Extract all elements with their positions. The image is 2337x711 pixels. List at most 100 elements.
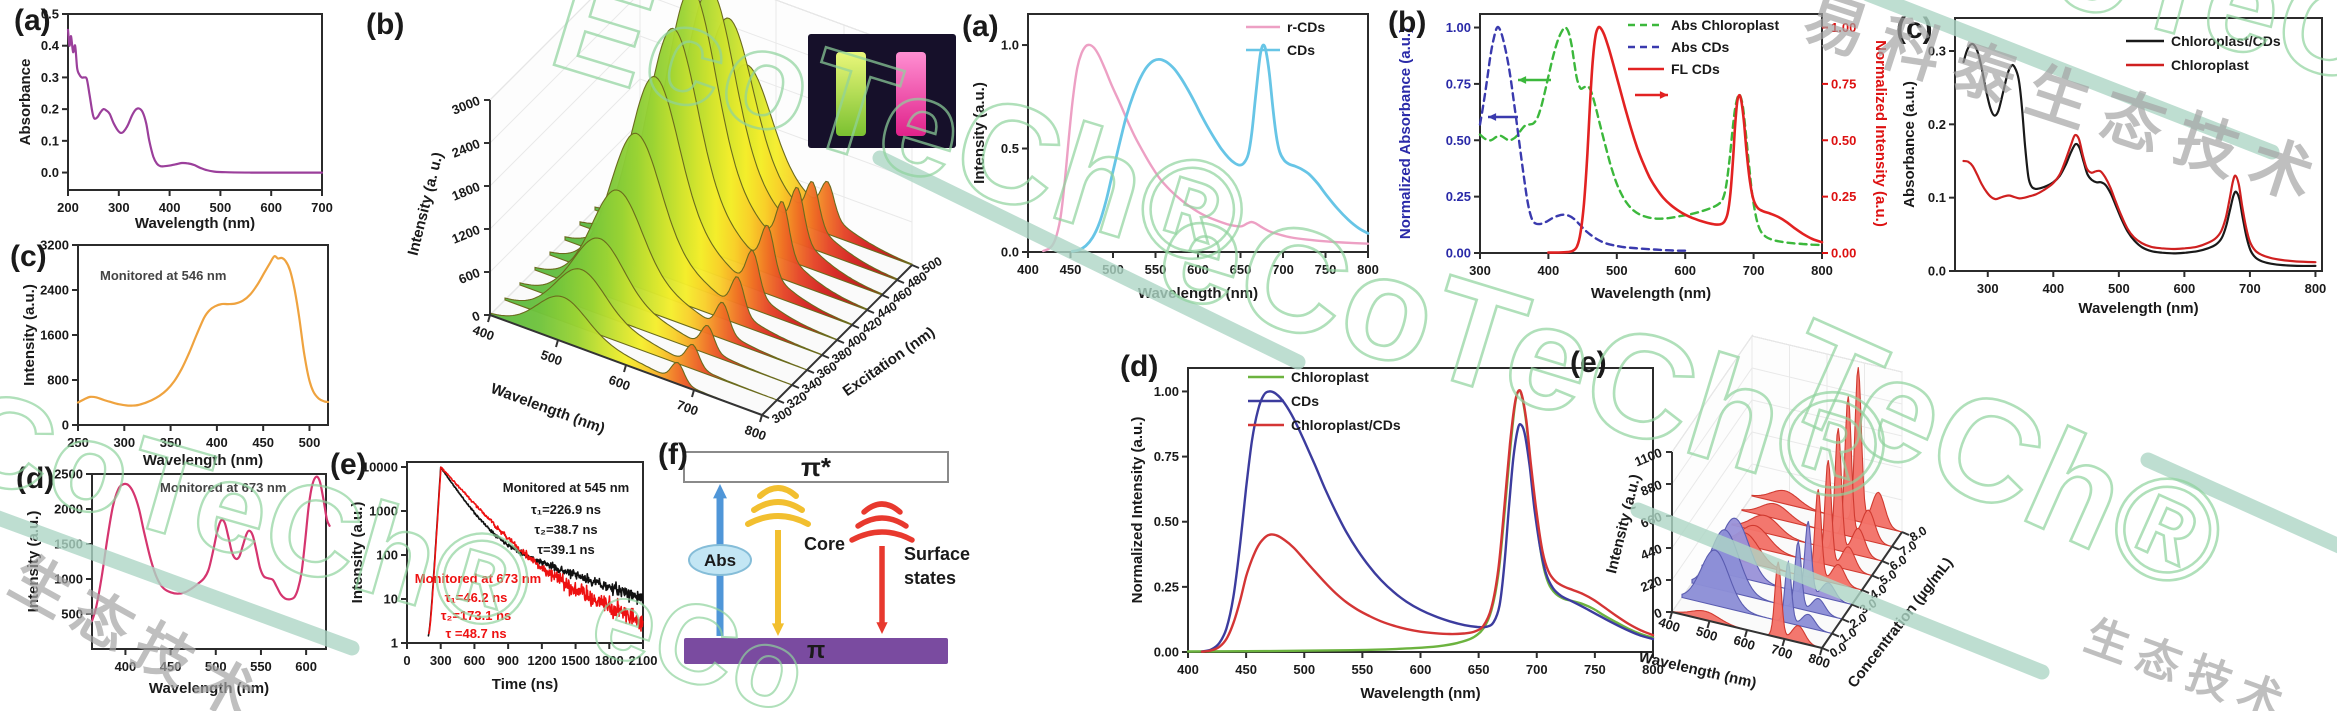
svg-text:660: 660 xyxy=(1638,509,1664,531)
panel-right-d-normalized-fl: 400 450 500 550 600 650 700 750 800 0.00 0.25 0.50 0… xyxy=(1108,330,1675,711)
svg-text:550: 550 xyxy=(1145,262,1167,277)
svg-text:τ=39.1 ns: τ=39.1 ns xyxy=(537,542,594,557)
svg-text:700: 700 xyxy=(1526,662,1548,677)
svg-text:Wavelength (nm): Wavelength (nm) xyxy=(2078,300,2198,317)
svg-text:350: 350 xyxy=(160,435,182,450)
svg-text:600: 600 xyxy=(456,265,482,287)
chart-body-ld: 400 450 500 550 600 500 1000 1500 2000 2500 Wavele… xyxy=(25,467,331,697)
svg-text:Normalized Intensity (a.u.): Normalized Intensity (a.u.) xyxy=(1129,417,1146,604)
svg-text:700: 700 xyxy=(675,397,701,419)
svg-text:400: 400 xyxy=(1657,614,1682,635)
svg-text:Surface: Surface xyxy=(904,544,970,564)
svg-text:600: 600 xyxy=(2174,281,2196,296)
svg-text:100: 100 xyxy=(376,548,398,563)
svg-text:0.0: 0.0 xyxy=(1928,264,1946,279)
plot-frame xyxy=(1027,13,1369,253)
svg-text:450: 450 xyxy=(160,659,182,674)
panel-label-right-c: (c) xyxy=(1896,12,1933,45)
legend: r-CDs CDs xyxy=(1246,19,1325,58)
svg-text:Time (ns): Time (ns) xyxy=(492,676,558,693)
panel-right-a-fl-comparison: 400 450 500 550 600 650 700 750 800 0.0 0.5 1.0 Wave… xyxy=(958,0,1382,322)
svg-text:400: 400 xyxy=(2042,281,2064,296)
chart-body-lb: 0600120018002400300040050060070080030032… xyxy=(405,0,956,444)
svg-text:2000: 2000 xyxy=(54,502,83,517)
svg-text:700: 700 xyxy=(2239,281,2261,296)
svg-text:650: 650 xyxy=(1468,662,1490,677)
svg-text:400: 400 xyxy=(159,200,181,215)
panel-right-c-absorbance: 300 400 500 600 700 800 0.0 0.1 0.2 0.3 Wavelength… xyxy=(1878,0,2337,322)
svg-text:600: 600 xyxy=(1732,632,1757,653)
svg-text:1.00: 1.00 xyxy=(1831,20,1856,35)
svg-text:550: 550 xyxy=(250,659,272,674)
svg-text:750: 750 xyxy=(1315,262,1337,277)
svg-text:700: 700 xyxy=(311,200,333,215)
chart-body-ra: 400 450 500 550 600 650 700 750 800 0.0 0.5 1.0 Wave… xyxy=(971,13,1379,302)
series-CDs absorbance xyxy=(66,28,324,174)
lower-level-bar xyxy=(684,638,948,664)
svg-text:Wavelength (nm): Wavelength (nm) xyxy=(488,380,607,437)
svg-text:states: states xyxy=(904,568,956,588)
svg-text:1.00: 1.00 xyxy=(1446,20,1471,35)
svg-text:1000: 1000 xyxy=(369,504,398,519)
svg-text:400: 400 xyxy=(1017,262,1039,277)
svg-text:0.25: 0.25 xyxy=(1446,189,1471,204)
legend: Abs Chloroplast Abs CDs FL CDs xyxy=(1628,17,1779,77)
svg-text:Wavelength (nm): Wavelength (nm) xyxy=(149,680,269,697)
svg-text:0.50: 0.50 xyxy=(1446,133,1471,148)
abs-badge xyxy=(688,544,752,576)
chart-left-b-3d-waterfall: 0600120018002400300040050060070080030032… xyxy=(405,0,956,444)
svg-text:0.5: 0.5 xyxy=(41,7,59,22)
chart-left-d-excitation-spectrum: 400 450 500 550 600 500 1000 1500 2000 2500 Wavele… xyxy=(25,467,331,697)
svg-text:700: 700 xyxy=(1769,641,1794,662)
svg-text:1: 1 xyxy=(391,636,398,651)
svg-text:600: 600 xyxy=(1674,263,1696,278)
svg-text:Intensity (a.u.): Intensity (a.u.) xyxy=(25,511,42,613)
svg-text:Abs CDs: Abs CDs xyxy=(1671,39,1730,55)
panel-left-a-uvvis: 200 300 400 500 600 700 0.0 0.1 0.2 0.3 0.4 0.5 Wave… xyxy=(0,0,340,233)
svg-text:650: 650 xyxy=(1230,262,1252,277)
svg-text:800: 800 xyxy=(47,373,69,388)
chart-body-rc: 300 400 500 600 700 8000.00.10.20.3Wavelength… xyxy=(1901,17,2326,317)
svg-text:0.75: 0.75 xyxy=(1446,76,1471,91)
svg-text:600: 600 xyxy=(464,653,486,668)
svg-text:2500: 2500 xyxy=(54,467,83,482)
svg-text:3200: 3200 xyxy=(40,238,69,253)
chart-left-a-absorbance-spectrum: 200 300 400 500 600 700 0.0 0.1 0.2 0.3 0.4 0.5 Wave… xyxy=(17,7,333,233)
chart-body-le: 0 300 600 900 1200 1500 1800 2100 1 10 100 1000 1000… xyxy=(349,460,657,693)
svg-text:500: 500 xyxy=(210,200,232,215)
svg-text:200: 200 xyxy=(57,200,79,215)
svg-text:Intensity (a.u.): Intensity (a.u.) xyxy=(971,82,988,184)
svg-text:300: 300 xyxy=(1469,263,1491,278)
svg-text:1600: 1600 xyxy=(40,328,69,343)
svg-text:10: 10 xyxy=(384,592,398,607)
plot-frame xyxy=(67,13,323,191)
ridge-320 xyxy=(504,268,778,401)
svg-text:500: 500 xyxy=(299,435,321,450)
svg-text:0.2: 0.2 xyxy=(1928,117,1946,132)
svg-text:Monitored at 545 nm: Monitored at 545 nm xyxy=(503,480,629,495)
svg-text:Chloroplast/CDs: Chloroplast/CDs xyxy=(1291,417,1401,433)
panel-left-c-excitation-546: 250 300 350 400 450 500 0 800 1600 2400 3200 Wavele… xyxy=(0,232,342,469)
svg-text:400: 400 xyxy=(1177,662,1199,677)
svg-text:440: 440 xyxy=(1638,541,1664,563)
svg-text:Normalized Absorbance (a.u.): Normalized Absorbance (a.u.) xyxy=(1397,28,1414,239)
svg-text:700: 700 xyxy=(1272,262,1294,277)
svg-text:0.25: 0.25 xyxy=(1831,189,1856,204)
svg-text:600: 600 xyxy=(295,659,317,674)
svg-text:Intensity (a.u.): Intensity (a.u.) xyxy=(349,502,366,604)
chart-right-b-dual-axis: 300 400 500 600 700 800 0.00 0.25 0.50 0.75 1.00 0.… xyxy=(1397,13,1889,302)
svg-text:450: 450 xyxy=(1235,662,1257,677)
svg-text:π: π xyxy=(807,637,825,664)
panel-label-right-a: (a) xyxy=(962,10,999,43)
svg-text:2400: 2400 xyxy=(450,136,482,161)
svg-text:3000: 3000 xyxy=(450,93,482,118)
svg-text:500: 500 xyxy=(61,607,83,622)
svg-text:1200: 1200 xyxy=(450,222,482,247)
panel-label-left-b: (b) xyxy=(366,8,405,41)
svg-text:τ₂=38.7 ns: τ₂=38.7 ns xyxy=(534,522,597,537)
svg-text:Intensity (a. u.): Intensity (a. u.) xyxy=(405,151,447,258)
svg-text:Monitored at 546 nm: Monitored at 546 nm xyxy=(100,268,226,283)
plot-frame xyxy=(91,473,327,650)
